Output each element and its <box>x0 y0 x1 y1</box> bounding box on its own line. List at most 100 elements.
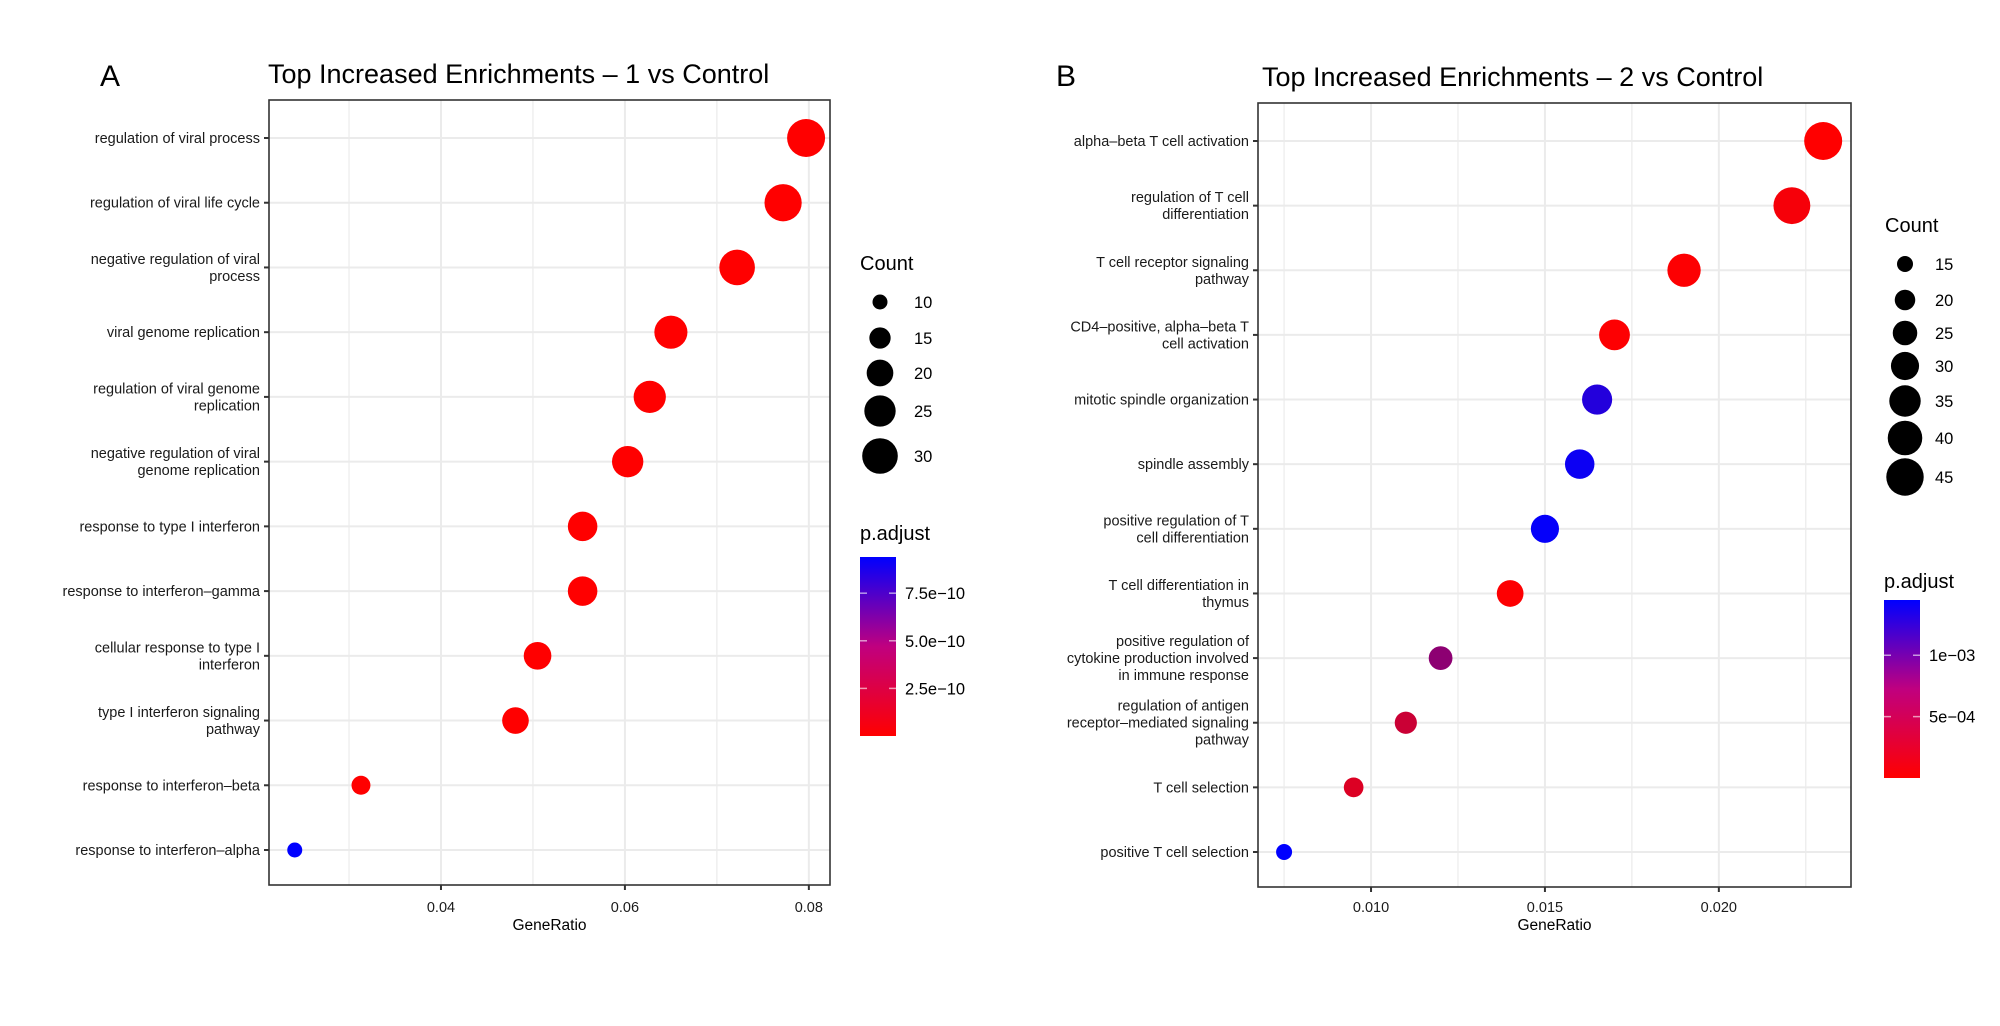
size-legend-key <box>869 327 891 349</box>
size-legend-label: 15 <box>1935 256 1953 274</box>
y-tick-label: replication <box>194 398 260 414</box>
size-legend-key <box>866 359 894 387</box>
size-legend-key <box>1889 385 1921 417</box>
x-axis-label: GeneRatio <box>512 917 586 934</box>
data-point <box>633 380 666 414</box>
y-tick-label: T cell differentiation in <box>1108 578 1249 594</box>
data-point <box>787 119 826 157</box>
y-tick-label: cell differentiation <box>1136 530 1249 546</box>
size-legend-title: Count <box>1885 215 1939 237</box>
y-tick-label: pathway <box>1195 733 1250 749</box>
y-tick-label: response to interferon–gamma <box>63 584 261 600</box>
size-legend-label: 25 <box>1935 325 1953 343</box>
color-legend-label: 1e−03 <box>1929 647 1975 665</box>
size-legend-label: 35 <box>1935 393 1953 411</box>
y-tick-label: cytokine production involved <box>1067 651 1249 667</box>
size-legend-key <box>1892 320 1918 346</box>
y-tick-label: pathway <box>1195 272 1250 288</box>
data-point <box>1496 580 1524 607</box>
y-tick-label: negative regulation of viral <box>91 446 260 462</box>
data-point <box>1667 253 1701 287</box>
y-tick-label: regulation of viral genome <box>93 381 260 397</box>
color-legend-title: p.adjust <box>1884 571 1954 593</box>
panel-label: A <box>100 60 120 93</box>
size-legend-key <box>862 438 898 474</box>
size-legend-label: 10 <box>914 294 932 312</box>
size-legend-key <box>864 395 896 427</box>
size-legend-key <box>1890 351 1920 381</box>
x-tick-label: 0.015 <box>1527 900 1563 916</box>
data-point <box>611 445 644 478</box>
color-legend-label: 7.5e−10 <box>905 585 965 603</box>
panel-label: B <box>1056 60 1076 93</box>
y-tick-label: receptor–mediated signaling <box>1067 716 1249 732</box>
y-tick-label: cell activation <box>1162 336 1249 352</box>
data-point <box>1582 384 1613 415</box>
data-point <box>502 707 529 734</box>
x-tick-label: 0.010 <box>1353 900 1389 916</box>
x-tick-label: 0.06 <box>611 900 639 916</box>
data-point <box>1530 514 1560 543</box>
y-tick-label: in immune response <box>1118 668 1249 684</box>
x-axis-label: GeneRatio <box>1517 917 1591 934</box>
y-tick-label: type I interferon signaling <box>98 705 260 721</box>
size-legend-label: 45 <box>1935 469 1953 487</box>
y-tick-label: response to interferon–beta <box>83 778 261 794</box>
data-point <box>1564 449 1595 479</box>
data-point <box>1599 319 1630 351</box>
color-legend-bar <box>1884 600 1920 778</box>
size-legend-label: 15 <box>914 330 932 348</box>
y-tick-label: genome replication <box>137 463 260 479</box>
data-point <box>1804 122 1843 160</box>
size-legend-key <box>1887 420 1923 456</box>
data-point <box>719 249 755 286</box>
size-legend-label: 30 <box>1935 358 1953 376</box>
y-tick-label: mitotic spindle organization <box>1074 393 1249 409</box>
size-legend-key <box>1894 289 1916 311</box>
chart-title: Top Increased Enrichments – 1 vs Control <box>268 59 769 89</box>
size-legend-key <box>1886 458 1924 496</box>
y-tick-label: cellular response to type I <box>95 640 260 656</box>
y-tick-label: regulation of viral life cycle <box>90 196 260 212</box>
data-point <box>1343 777 1364 798</box>
y-tick-label: positive T cell selection <box>1100 845 1249 861</box>
size-legend-label: 25 <box>914 403 932 421</box>
data-point <box>351 775 371 795</box>
data-point <box>523 641 552 670</box>
plot-area <box>269 100 830 885</box>
data-point <box>1428 646 1453 670</box>
y-tick-label: CD4–positive, alpha–beta T <box>1070 319 1249 335</box>
y-tick-label: interferon <box>199 657 260 673</box>
y-tick-label: alpha–beta T cell activation <box>1074 134 1249 150</box>
y-tick-label: regulation of T cell <box>1131 190 1249 206</box>
data-point <box>1773 187 1811 225</box>
y-tick-label: process <box>209 269 260 285</box>
data-point <box>567 511 598 542</box>
y-tick-label: pathway <box>206 722 261 738</box>
data-point <box>287 842 303 858</box>
y-tick-label: differentiation <box>1162 207 1249 223</box>
data-point <box>764 184 802 222</box>
data-point <box>1276 844 1293 860</box>
size-legend-label: 20 <box>1935 292 1953 310</box>
panel-b: B Top Increased Enrichments – 2 vs Contro… <box>1056 60 1975 934</box>
plot-border <box>1257 102 1852 888</box>
panel-a: A Top Increased Enrichments – 1 vs Contro… <box>63 59 966 934</box>
x-tick-label: 0.08 <box>795 900 823 916</box>
data-point <box>567 576 598 606</box>
y-tick-label: positive regulation of T <box>1103 513 1249 529</box>
x-tick-label: 0.020 <box>1701 900 1737 916</box>
y-tick-label: regulation of viral process <box>95 131 260 147</box>
plot-area <box>1258 103 1851 887</box>
data-point <box>1394 711 1417 734</box>
color-legend-label: 5.0e−10 <box>905 633 965 651</box>
y-tick-label: T cell selection <box>1153 780 1249 796</box>
y-tick-label: negative regulation of viral <box>91 252 260 268</box>
data-point <box>654 315 688 349</box>
y-tick-label: regulation of antigen <box>1118 699 1249 715</box>
chart-title: Top Increased Enrichments – 2 vs Control <box>1262 62 1763 92</box>
x-tick-label: 0.04 <box>427 900 455 916</box>
y-tick-label: response to interferon–alpha <box>75 843 261 859</box>
plot-border <box>268 99 831 886</box>
